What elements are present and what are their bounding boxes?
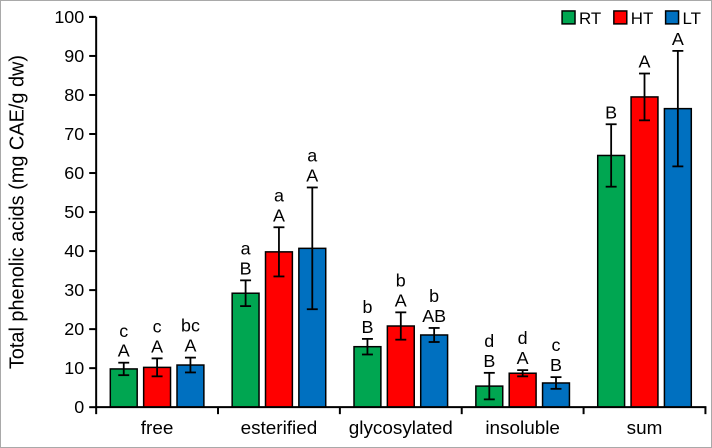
sig-letter-lower: c — [552, 335, 561, 355]
sig-letter-lower: b — [429, 286, 439, 306]
sig-letter-lower: a — [241, 238, 251, 258]
legend-swatch-RT — [561, 10, 576, 25]
y-tick-label: 0 — [74, 397, 84, 417]
sig-letter-upper: A — [151, 336, 163, 356]
legend-swatch-LT — [664, 10, 680, 25]
legend-label-HT: HT — [631, 9, 654, 28]
bar-LT-free — [176, 364, 205, 408]
sig-letter-upper: B — [483, 351, 495, 371]
y-tick-label: 10 — [64, 358, 84, 378]
x-category-label: esterified — [241, 418, 318, 439]
legend-label-RT: RT — [579, 9, 601, 28]
sig-letter-lower: b — [396, 270, 406, 290]
bar-HT-sum — [630, 96, 659, 408]
sig-letter-lower: d — [518, 328, 528, 348]
y-tick-label: 100 — [54, 7, 84, 27]
y-tick-label: 30 — [64, 280, 84, 300]
sig-letter-upper: B — [240, 258, 252, 278]
bar-HT-glycosylated — [386, 325, 415, 408]
bar-HT-insoluble — [508, 372, 537, 408]
sig-letter-upper: B — [361, 317, 373, 337]
x-category-label: sum — [627, 418, 663, 439]
y-tick-label: 90 — [64, 46, 84, 66]
sig-letter-lower: c — [153, 317, 162, 337]
x-category-label: glycosylated — [349, 418, 453, 439]
sig-letter-upper: A — [639, 52, 651, 72]
sig-letter-lower: d — [484, 331, 494, 351]
y-axis-title: Total phenolic acids (mg CAE/g dw) — [6, 55, 28, 369]
bar-LT-glycosylated — [419, 334, 449, 408]
sig-letter-upper: A — [517, 348, 529, 368]
sig-letter-upper: A — [306, 165, 318, 185]
sig-letter-lower: a — [274, 185, 284, 205]
y-tick-label: 50 — [64, 202, 84, 222]
sig-letter-upper: A — [273, 205, 285, 225]
y-tick-label: 70 — [64, 124, 84, 144]
sig-letter-upper: B — [550, 355, 562, 375]
y-tick-label: 80 — [64, 85, 84, 105]
legend-label-LT: LT — [683, 9, 701, 28]
bar-HT-esterified — [264, 251, 294, 408]
y-tick-label: 40 — [64, 241, 84, 261]
bar-RT-esterified — [231, 292, 260, 408]
bar-RT-glycosylated — [353, 345, 382, 408]
y-tick-label: 60 — [64, 163, 84, 183]
x-category-label: insoluble — [485, 418, 560, 439]
sig-letter-upper: AB — [422, 306, 446, 326]
sig-letter-upper: A — [395, 290, 407, 310]
sig-letter-lower: bc — [181, 316, 200, 336]
sig-letter-lower: a — [307, 146, 317, 166]
bar-RT-sum — [596, 154, 626, 408]
x-category-label: free — [141, 418, 174, 439]
y-tick-label: 20 — [64, 319, 84, 339]
sig-letter-upper: A — [118, 341, 130, 361]
sig-letter-upper: B — [605, 102, 617, 122]
sig-letter-upper: A — [184, 336, 196, 356]
legend-swatch-HT — [613, 10, 628, 25]
sig-letter-upper: A — [672, 29, 684, 49]
sig-letter-lower: c — [119, 321, 128, 341]
sig-letter-lower: b — [362, 297, 372, 317]
